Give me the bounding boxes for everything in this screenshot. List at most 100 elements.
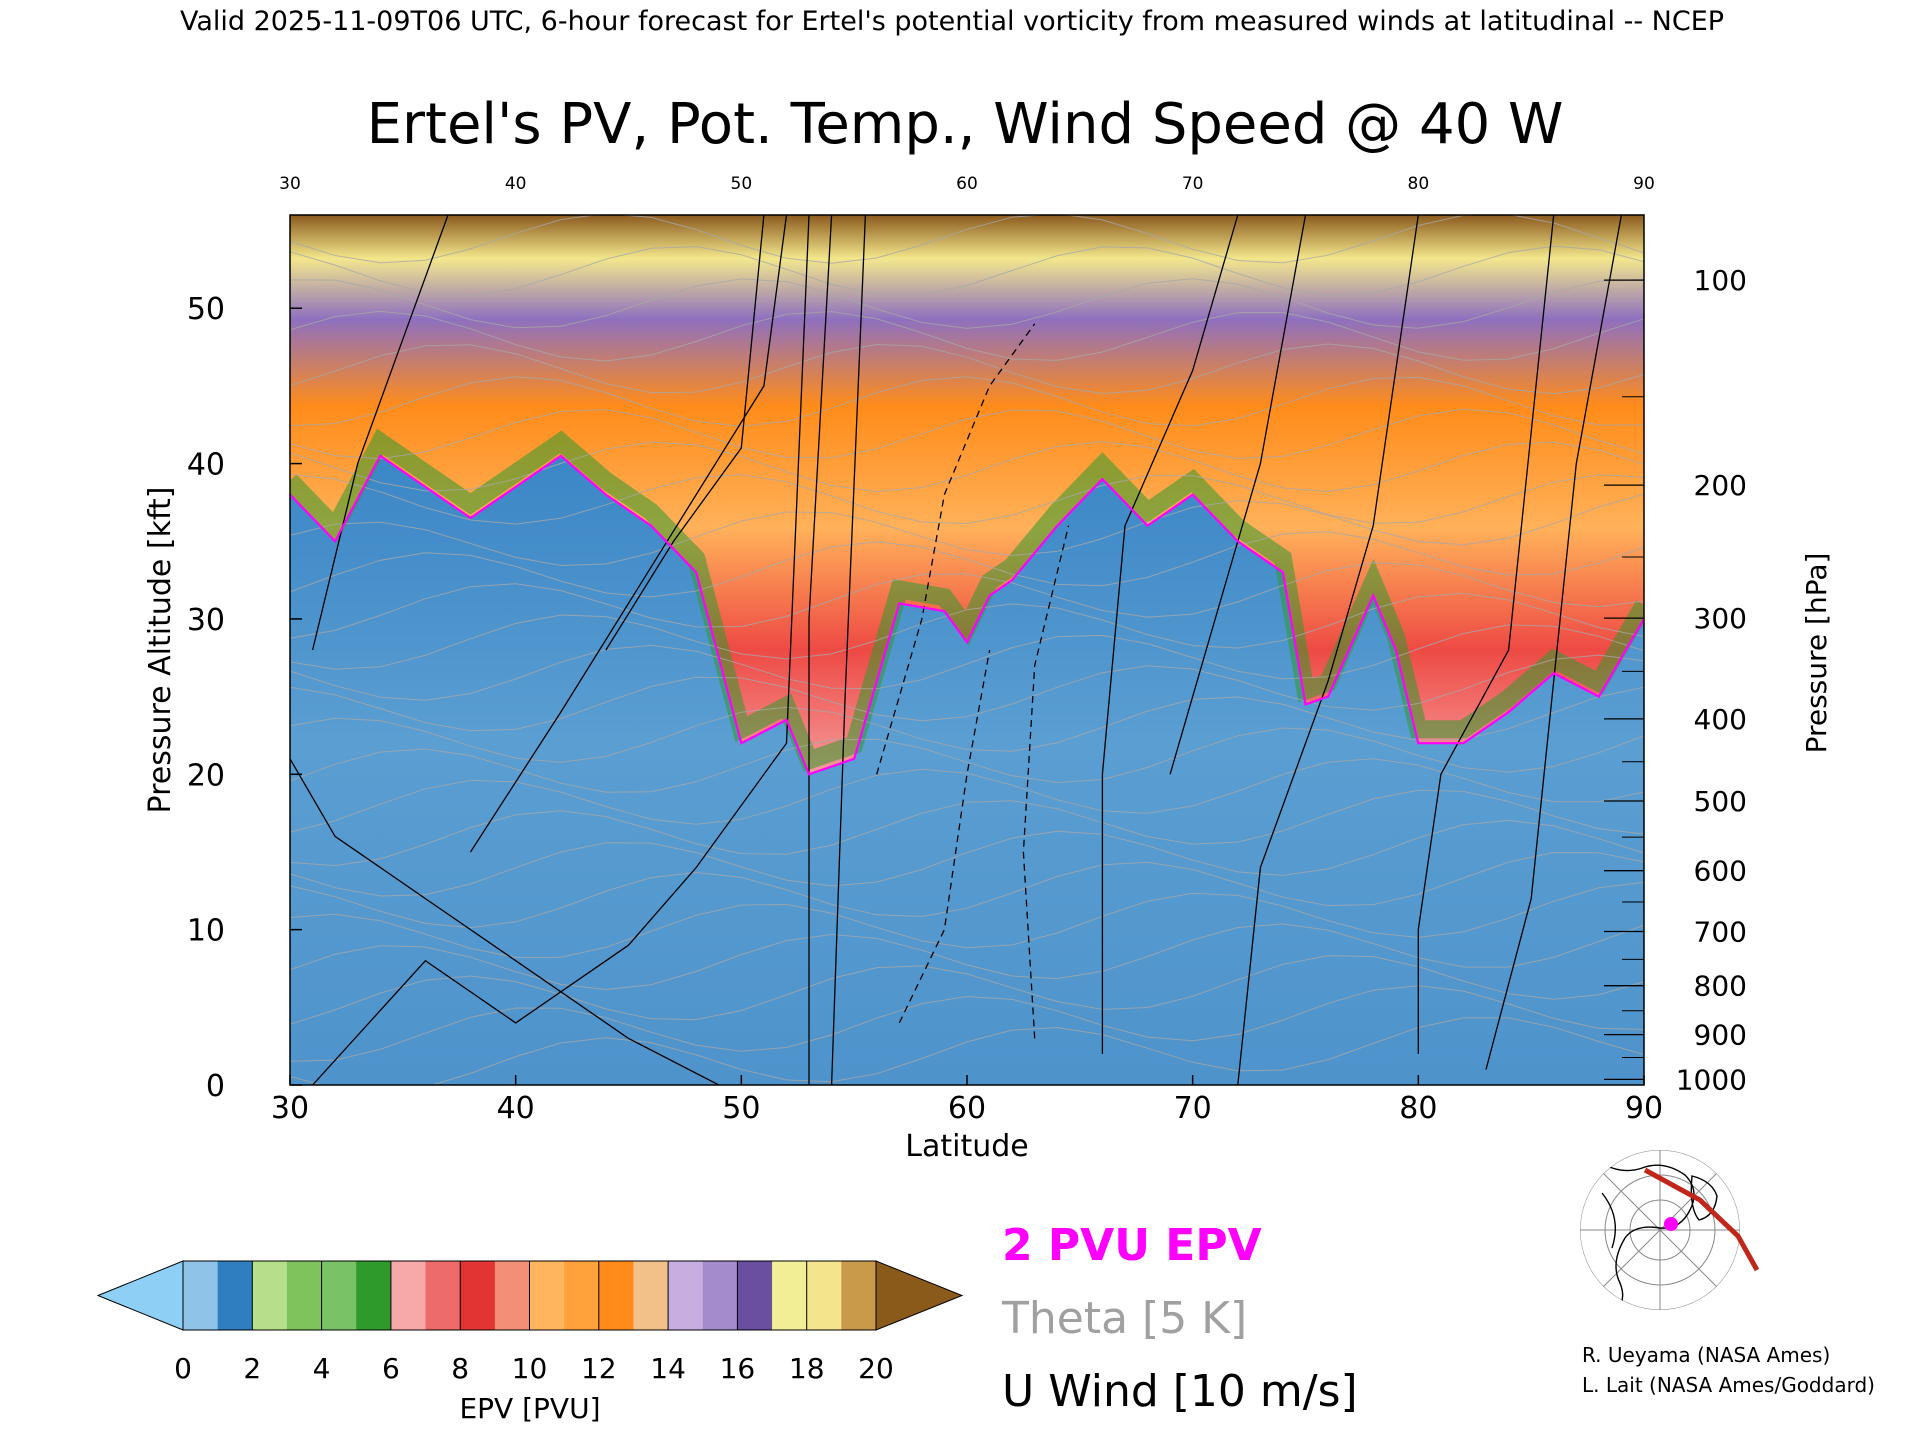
- x-tick-label: 90: [1625, 1091, 1663, 1126]
- theta-contour: [290, 654, 1644, 732]
- y-axis-left-label: Pressure Altitude [kft]: [143, 487, 178, 814]
- locator-map: [1580, 1150, 1760, 1310]
- theta-contour: [290, 851, 1644, 929]
- x-tick-label: 40: [497, 1091, 535, 1126]
- credit-line-2: L. Lait (NASA Ames/Goddard): [1582, 1373, 1875, 1397]
- colorbar-swatch: [390, 1261, 427, 1330]
- legend-theta: Theta [5 K]: [1001, 1293, 1247, 1344]
- colorbar-swatch: [356, 1261, 392, 1330]
- y-tick-label: 20: [187, 758, 225, 793]
- low-pv-transition-band: [290, 428, 1644, 772]
- colorbar-tick-label: 0: [174, 1352, 192, 1385]
- colorbar-over-arrow: [875, 1260, 964, 1331]
- theta-contour: [290, 310, 1644, 362]
- colorbar-swatch: [494, 1261, 530, 1330]
- theta-contour: [290, 376, 1644, 427]
- y-axis-kft-ticks: 0 10 20 30 40 50: [187, 292, 302, 1104]
- pressure-tick-label: 800: [1694, 970, 1747, 1003]
- colorbar-swatch: [598, 1261, 634, 1330]
- epv-colorbar: 0 2 4 6 8 10 12 14 16 18 20: [96, 1260, 964, 1385]
- pressure-tick-label: 100: [1694, 264, 1747, 297]
- x-top-tick-label: 40: [505, 174, 527, 194]
- y-tick-label: 0: [206, 1069, 225, 1104]
- y-tick-label: 40: [187, 448, 225, 483]
- x-tick-label: 70: [1174, 1091, 1212, 1126]
- colorbar-swatch: [425, 1261, 461, 1330]
- u-wind-contour: [311, 215, 449, 651]
- theta-contour: [290, 727, 1644, 793]
- x-top-tick-label: 60: [956, 174, 978, 194]
- y-tick-label: 10: [187, 914, 225, 949]
- theta-contour: [290, 531, 1644, 598]
- colorbar-label: EPV [PVU]: [459, 1392, 600, 1425]
- theta-contour: [290, 493, 1644, 567]
- x-top-tick-label: 80: [1408, 174, 1430, 194]
- colorbar-swatch: [841, 1261, 877, 1330]
- theta-contour: [290, 278, 1644, 329]
- x-top-tick-label: 50: [731, 174, 753, 194]
- pressure-tick-label: 900: [1694, 1019, 1747, 1052]
- x-tick-label: 30: [271, 1091, 309, 1126]
- colorbar-tick-label: 2: [243, 1352, 261, 1385]
- u-wind-contour: [898, 649, 991, 1024]
- legend-u-wind: U Wind [10 m/s]: [1002, 1366, 1358, 1417]
- theta-contour: [290, 819, 1644, 897]
- legend-two-pvu: 2 PVU EPV: [1002, 1220, 1262, 1271]
- u-wind-contour: [1237, 215, 1419, 1085]
- theta-contour: [290, 441, 1644, 493]
- colorbar-swatch: [702, 1261, 738, 1330]
- pressure-tick-label: 600: [1694, 855, 1747, 888]
- u-wind-contour: [1101, 215, 1239, 1054]
- colorbar-swatch: [737, 1261, 773, 1330]
- pressure-tick-label: 300: [1694, 602, 1747, 635]
- credit-line-1: R. Ueyama (NASA Ames): [1582, 1343, 1830, 1367]
- u-wind-contour: [1417, 215, 1555, 1054]
- u-wind-contour: [808, 215, 833, 1085]
- legend: 2 PVU EPV Theta [5 K] U Wind [10 m/s]: [1001, 1220, 1358, 1417]
- x-top-tick-label: 90: [1633, 174, 1655, 194]
- colorbar-swatch: [321, 1261, 357, 1330]
- x-tick-label: 50: [722, 1091, 760, 1126]
- colorbar-swatch: [217, 1261, 253, 1330]
- colorbar-swatch: [564, 1261, 600, 1330]
- u-wind-contour: [1485, 215, 1623, 1070]
- colorbar-tick-label: 12: [581, 1352, 617, 1385]
- colorbar-tick-label: 4: [313, 1352, 331, 1385]
- y-axis-right-label: Pressure [hPa]: [1800, 553, 1833, 754]
- colorbar-swatch: [529, 1261, 565, 1330]
- colorbar-swatch: [633, 1261, 669, 1330]
- pressure-tick-label: 500: [1694, 785, 1747, 818]
- colorbar-swatch: [460, 1261, 496, 1330]
- theta-contour: [290, 474, 1644, 525]
- colorbar-under-arrow: [96, 1260, 184, 1331]
- x-top-tick-label: 30: [279, 174, 301, 194]
- cross-section-track: [1643, 1167, 1760, 1272]
- valid-time-header: Valid 2025-11-09T06 UTC, 6-hour forecast…: [180, 6, 1724, 37]
- colorbar-swatch: [286, 1261, 323, 1330]
- x-tick-label: 60: [948, 1091, 986, 1126]
- colorbar-tick-label: 6: [382, 1352, 400, 1385]
- u-wind-contour: [1022, 525, 1070, 1039]
- colorbar-tick-label: 20: [858, 1352, 894, 1385]
- x-axis-label: Latitude: [905, 1129, 1028, 1164]
- theta-contour: [290, 562, 1644, 639]
- u-wind-contour: [830, 215, 867, 1085]
- colorbar-swatch: [806, 1261, 842, 1330]
- plot-area: [290, 215, 1644, 1085]
- pressure-tick-label: 200: [1694, 469, 1747, 502]
- colorbar-tick-label: 16: [720, 1352, 756, 1385]
- u-wind-contour: [469, 215, 788, 853]
- theta-contour: [290, 245, 1644, 297]
- u-wind-contour: [876, 323, 1036, 775]
- u-wind-contour: [312, 215, 810, 1085]
- theta-contour: [290, 592, 1644, 670]
- theta-contour: [290, 408, 1644, 460]
- theta-contour: [290, 215, 1644, 264]
- colorbar-tick-label: 18: [789, 1352, 825, 1385]
- pressure-tick-label: 400: [1694, 703, 1747, 736]
- pressure-tick-label: 700: [1694, 916, 1747, 949]
- x-axis-ticks: 30 40 50 60 70 80 90: [271, 1075, 1663, 1126]
- u-wind-contour: [290, 758, 720, 1085]
- location-marker: [1664, 1217, 1678, 1231]
